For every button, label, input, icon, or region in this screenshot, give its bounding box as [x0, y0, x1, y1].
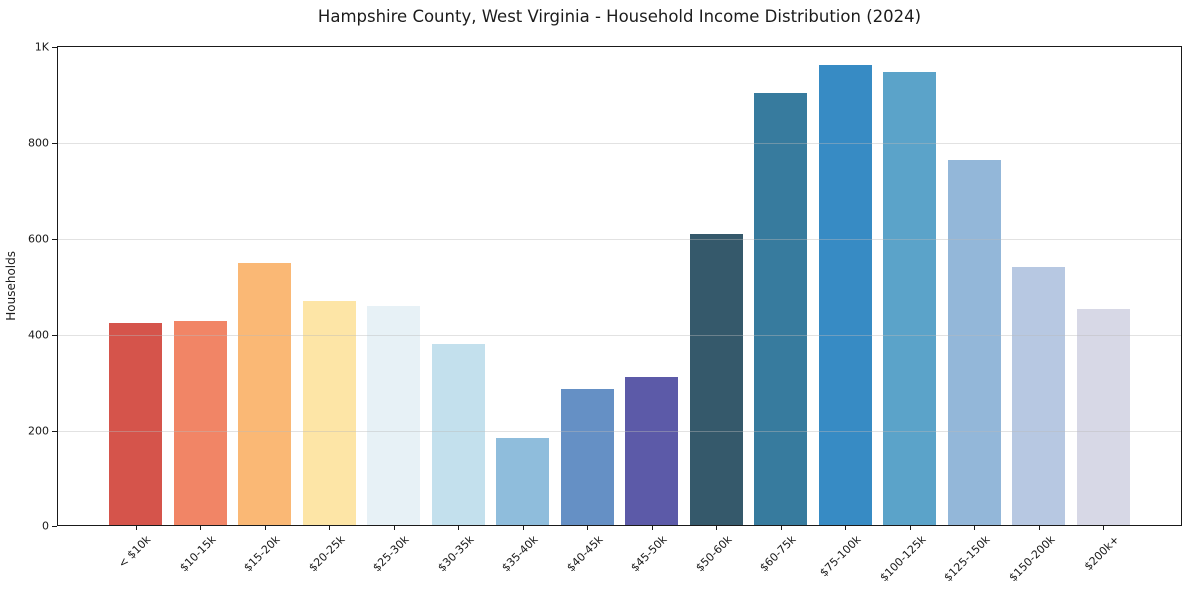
bar [496, 438, 550, 525]
x-tick-mark [135, 525, 137, 530]
x-tick-label: $100-125k [876, 533, 929, 585]
x-tick-label: $35-40k [499, 533, 541, 575]
x-tick-label: $15-20k [241, 533, 283, 575]
y-tick-mark [52, 335, 57, 336]
y-tick-mark [52, 431, 57, 432]
bar [560, 389, 614, 525]
y-axis-title: Households [4, 46, 18, 526]
x-tick-label: $75-100k [817, 533, 864, 580]
gridline [58, 143, 1181, 144]
y-tick-label: 200 [28, 424, 49, 438]
x-tick-label: $125-150k [941, 533, 993, 585]
y-tick-label: 400 [28, 328, 49, 342]
x-tick-label: $30-35k [435, 533, 477, 575]
bar [1076, 308, 1130, 525]
y-tick-label: 0 [42, 519, 49, 533]
x-tick-mark [200, 525, 202, 530]
x-tick-label: $150-200k [1005, 533, 1058, 585]
gridline [58, 335, 1181, 336]
plot-area: 0 200 400 600 800 1K < $10k $10-15k $15-20k $20-2… [28, 41, 1182, 584]
y-tick-mark [52, 239, 57, 240]
x-tick-mark [780, 525, 782, 530]
x-tick-mark [587, 525, 589, 530]
x-tick-label: $20-25k [306, 533, 348, 575]
bar [625, 376, 679, 525]
x-tick-label: $40-45k [564, 533, 606, 575]
y-tick-label: 600 [28, 232, 49, 246]
x-tick-label: $50-60k [693, 533, 735, 575]
x-tick-label: < $10k [116, 533, 154, 571]
y-tick-label: 800 [28, 136, 49, 150]
bar [947, 160, 1001, 525]
x-tick-mark [1038, 525, 1040, 530]
x-tick-mark [458, 525, 460, 530]
x-tick-label: $10-15k [176, 533, 219, 575]
y-axis-title-text: Households [4, 251, 18, 321]
y-tick-mark [52, 526, 57, 527]
chart-title: Hampshire County, West Virginia - Househ… [317, 7, 922, 26]
bar [109, 322, 162, 525]
bar [1012, 266, 1066, 525]
bar [883, 71, 937, 525]
x-tick-label: $60-75k [757, 533, 799, 575]
x-tick-mark [716, 525, 718, 530]
bar [173, 321, 227, 525]
gridline [58, 431, 1181, 432]
x-tick-mark [393, 525, 395, 530]
x-tick-mark [264, 525, 266, 530]
gridline [58, 239, 1181, 240]
bar [818, 65, 872, 525]
x-tick-mark [651, 525, 653, 530]
y-tick-label: 1K [34, 40, 49, 54]
y-tick-mark [52, 47, 57, 48]
y-tick-mark [52, 143, 57, 144]
x-tick-mark [522, 525, 524, 530]
x-tick-label: $200k+ [1081, 533, 1122, 574]
x-tick-label: $25-30k [370, 533, 412, 575]
bar [689, 233, 743, 525]
x-tick-mark [845, 525, 847, 530]
x-tick-label: $45-50k [628, 533, 670, 575]
x-tick-mark [909, 525, 911, 530]
bar [754, 93, 808, 525]
x-tick-mark [329, 525, 331, 530]
x-tick-mark [1103, 525, 1105, 530]
bar [431, 343, 485, 525]
bar [302, 300, 356, 525]
bar [238, 263, 292, 525]
bar [367, 306, 421, 525]
x-tick-mark [974, 525, 976, 530]
